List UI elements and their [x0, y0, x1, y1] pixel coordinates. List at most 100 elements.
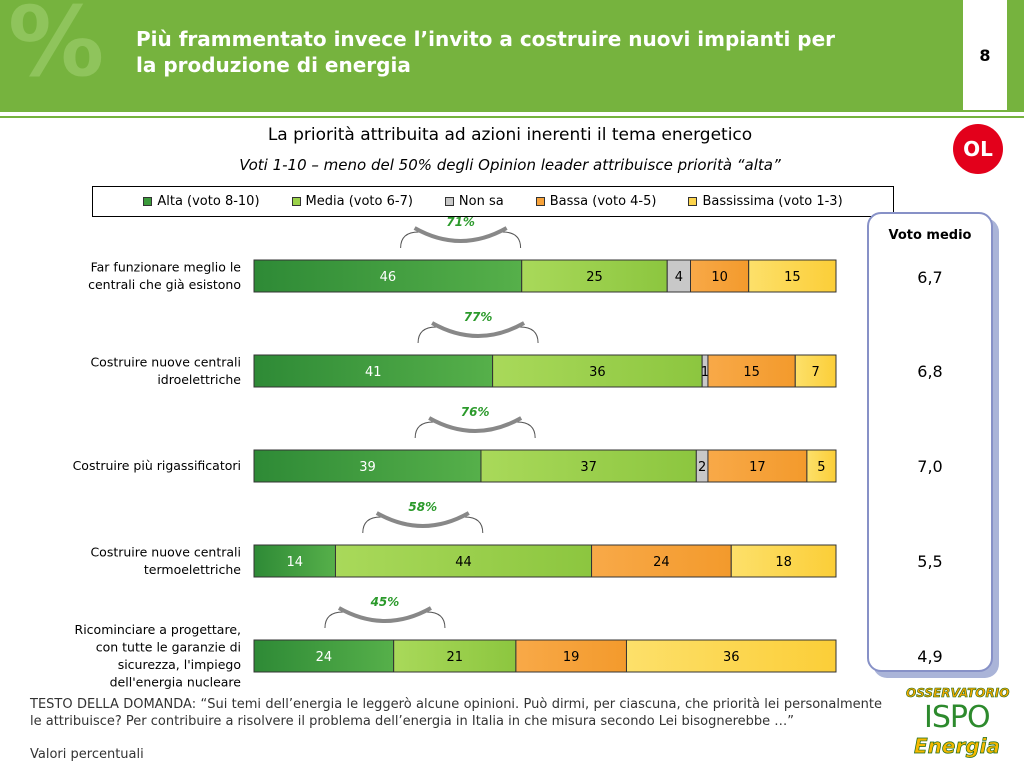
row-label: idroelettriche [157, 372, 241, 387]
bar-value-label: 1 [701, 365, 709, 380]
voto-medio-value: 4,9 [917, 647, 943, 666]
row-label: Costruire nuove centrali [90, 544, 241, 559]
bar-value-label: 5 [817, 460, 825, 475]
logo-text-osservatorio: OSSERVATORIO [906, 686, 1010, 701]
header-bar: % Più frammentato invece l’invito a cost… [0, 0, 1024, 112]
page-number: 8 [979, 46, 991, 65]
percent-watermark: % [8, 0, 105, 98]
bar-value-label: 4 [675, 270, 683, 285]
bar-segment-bassissima [625, 639, 837, 673]
row-label: centrali che già esistono [88, 277, 241, 292]
voto-medio-title: Voto medio [888, 228, 972, 243]
legend-label-non-sa: Non sa [458, 194, 504, 209]
top-box-label: 77% [464, 310, 493, 324]
ispo-energia-logo: OSSERVATORIO ISPO Energia [900, 678, 1020, 766]
bar-segment-bassa [707, 449, 808, 483]
bar-value-label: 15 [743, 365, 760, 380]
bar-segment-bassa [591, 544, 732, 578]
bar-segment-bassissima [748, 259, 837, 293]
bar-value-label: 24 [653, 555, 670, 570]
logo-text-ispo: ISPO [924, 700, 991, 735]
ol-badge: OL [953, 124, 1003, 174]
question-footnote: TESTO DELLA DOMANDA: “Sui temi dell’ener… [30, 697, 882, 729]
row-label: con tutte le garanzie di [96, 639, 241, 654]
bar-segment-alta [253, 449, 482, 483]
bar-value-label: 25 [586, 270, 603, 285]
top-box-bracket-curve [375, 511, 470, 528]
voto-medio-value: 6,8 [917, 362, 943, 381]
bar-value-label: 36 [723, 650, 740, 665]
voto-medio-value: 5,5 [917, 552, 943, 571]
chart-title: La priorità attribuita ad azioni inerent… [267, 125, 753, 145]
legend-item-media: Media (voto 6-7) [291, 194, 413, 209]
bar-value-label: 37 [580, 460, 597, 475]
row-label: Ricominciare a progettare, [75, 622, 241, 637]
bar-segment-media [480, 449, 697, 483]
voto-medio-panel [867, 212, 993, 672]
bar-segment-bassa [707, 354, 796, 388]
bar-value-label: 39 [359, 460, 376, 475]
voto-medio-value: 7,0 [917, 457, 943, 476]
row-label: termoelettriche [144, 562, 241, 577]
row-label: sicurezza, l'impiego [118, 657, 241, 672]
bar-value-label: 21 [447, 650, 464, 665]
bar-segment-bassissima [806, 449, 837, 483]
units-footnote: Valori percentuali [30, 747, 144, 762]
legend-item-bassa: Bassa (voto 4-5) [535, 194, 657, 209]
bar-segment-media [492, 354, 703, 388]
legend-label-media: Media (voto 6-7) [305, 194, 413, 209]
bar-segment-alta [253, 259, 523, 293]
legend-swatch-non-sa [444, 197, 454, 206]
bar-value-label: 14 [286, 555, 303, 570]
logo-text-energia: Energia [914, 734, 1001, 759]
bar-value-label: 24 [316, 650, 333, 665]
legend-swatch-bassissima [688, 197, 698, 206]
bar-segment-media [521, 259, 668, 293]
chart-legend: Alta (voto 8-10) Media (voto 6-7) Non sa… [92, 186, 894, 217]
legend-label-bassa: Bassa (voto 4-5) [549, 194, 657, 209]
slide-title-line-1: Più frammentato invece l’invito a costru… [136, 27, 836, 51]
page-number-box [963, 0, 1007, 110]
legend-swatch-alta [143, 197, 153, 206]
legend-label-bassissima: Bassissima (voto 1-3) [702, 194, 843, 209]
bar-segment-alta [253, 544, 336, 578]
bar-value-label: 36 [589, 365, 606, 380]
bar-segment-alta [253, 639, 395, 673]
top-box-bracket-curve [431, 321, 526, 338]
top-box-bracket-curve [337, 606, 432, 623]
bar-value-label: 7 [811, 365, 819, 380]
bar-value-label: 19 [563, 650, 580, 665]
bar-value-label: 17 [749, 460, 766, 475]
bar-value-label: 41 [365, 365, 382, 380]
slide-title-line-2: la produzione di energia [136, 53, 411, 77]
row-label: Far funzionare meglio le [91, 259, 242, 274]
top-box-label: 76% [461, 405, 490, 419]
bar-value-label: 44 [455, 555, 472, 570]
header-divider [0, 116, 1024, 118]
top-box-bracket-curve [428, 416, 523, 433]
row-label: Costruire nuove centrali [90, 354, 241, 369]
bar-segment-media [334, 544, 593, 578]
legend-label-alta: Alta (voto 8-10) [157, 194, 260, 209]
bar-segment-bassissima [730, 544, 837, 578]
legend-swatch-bassa [535, 197, 545, 206]
bar-value-label: 15 [784, 270, 801, 285]
slide-title: Più frammentato invece l’invito a costru… [136, 26, 936, 78]
bar-value-label: 18 [775, 555, 792, 570]
row-label: Costruire più rigassificatori [73, 458, 241, 473]
voto-medio-value: 6,7 [917, 268, 943, 287]
top-box-label: 45% [370, 595, 400, 609]
top-box-label: 71% [446, 215, 475, 229]
bar-segment-bassissima [794, 354, 837, 388]
legend-item-non-sa: Non sa [444, 194, 504, 209]
bar-value-label: 10 [711, 270, 728, 285]
legend-item-alta: Alta (voto 8-10) [143, 194, 260, 209]
chart-subtitle: Voti 1-10 – meno del 50% degli Opinion l… [239, 156, 781, 174]
legend-item-bassissima: Bassissima (voto 1-3) [688, 194, 843, 209]
bar-value-label: 46 [380, 270, 397, 285]
bar-value-label: 2 [698, 460, 706, 475]
legend-swatch-media [291, 197, 301, 206]
row-label: dell'energia nucleare [110, 674, 242, 689]
stacked-bar-chart: Far funzionare meglio le centrali che già… [73, 215, 837, 689]
top-box-label: 58% [408, 500, 437, 514]
